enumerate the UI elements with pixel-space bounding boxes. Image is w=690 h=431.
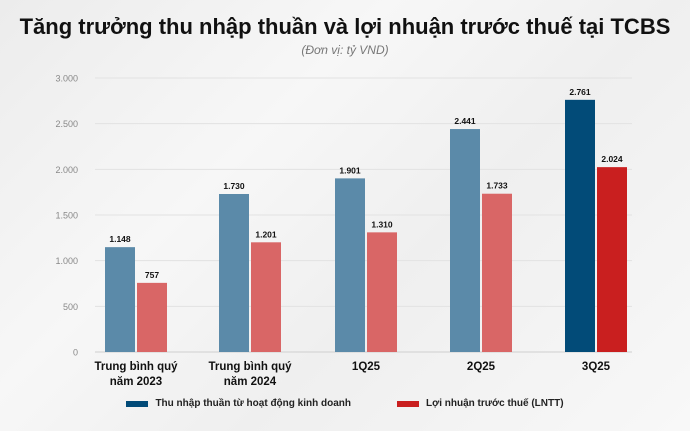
y-tick-label: 2.500: [55, 119, 78, 129]
y-tick-label: 3.000: [55, 74, 78, 84]
bar-profit: [251, 242, 281, 352]
y-tick-label: 0: [73, 348, 78, 358]
bar-revenue: [219, 193, 249, 352]
data-label: 1.201: [255, 229, 277, 239]
data-label: 1.901: [339, 165, 361, 175]
data-label: 2.441: [454, 116, 476, 126]
data-label: 2.761: [569, 87, 591, 97]
legend-swatch-profit: [396, 400, 419, 407]
data-label: 1.310: [371, 219, 393, 229]
bar-revenue: [105, 247, 135, 352]
bar-revenue: [450, 129, 480, 352]
data-label: 757: [145, 270, 159, 280]
bar-profit: [137, 282, 167, 352]
y-tick-label: 2.000: [55, 165, 78, 175]
chart-title: Tăng trưởng thu nhập thuần và lợi nhuận …: [19, 14, 671, 39]
x-tick-label: 1Q25: [352, 361, 381, 373]
legend-item-revenue: Thu nhập thuần từ hoạt động kinh doanh: [126, 398, 351, 409]
bar-revenue: [565, 99, 595, 352]
data-label: 1.148: [109, 234, 131, 244]
x-tick-label: 2Q25: [467, 361, 496, 373]
legend-swatch-revenue: [126, 400, 149, 407]
y-tick-label: 500: [63, 302, 78, 312]
y-tick-label: 1.000: [55, 256, 78, 266]
legend-label-profit: Lợi nhuận trước thuế (LNTT): [425, 398, 564, 409]
bar-profit: [482, 193, 512, 352]
chart-subtitle: (Đơn vị: tỷ VND): [301, 43, 389, 57]
x-tick-label: năm 2024: [224, 376, 277, 388]
x-tick-label: Trung bình quý: [208, 361, 292, 373]
bar-revenue: [335, 178, 365, 352]
x-tick-label: Trung bình quý: [94, 361, 178, 373]
data-label: 1.730: [223, 181, 245, 191]
legend-item-profit: Lợi nhuận trước thuế (LNTT): [396, 398, 564, 409]
data-label: 2.024: [601, 154, 623, 164]
x-tick-label: 3Q25: [582, 361, 611, 373]
legend: Thu nhập thuần từ hoạt động kinh doanh L…: [0, 398, 690, 409]
y-tick-label: 1.500: [55, 211, 78, 221]
legend-label-revenue: Thu nhập thuần từ hoạt động kinh doanh: [155, 398, 351, 409]
bar-profit: [367, 232, 397, 352]
x-tick-label: năm 2023: [110, 376, 162, 388]
bar-profit: [597, 167, 627, 352]
data-label: 1.733: [486, 181, 508, 191]
